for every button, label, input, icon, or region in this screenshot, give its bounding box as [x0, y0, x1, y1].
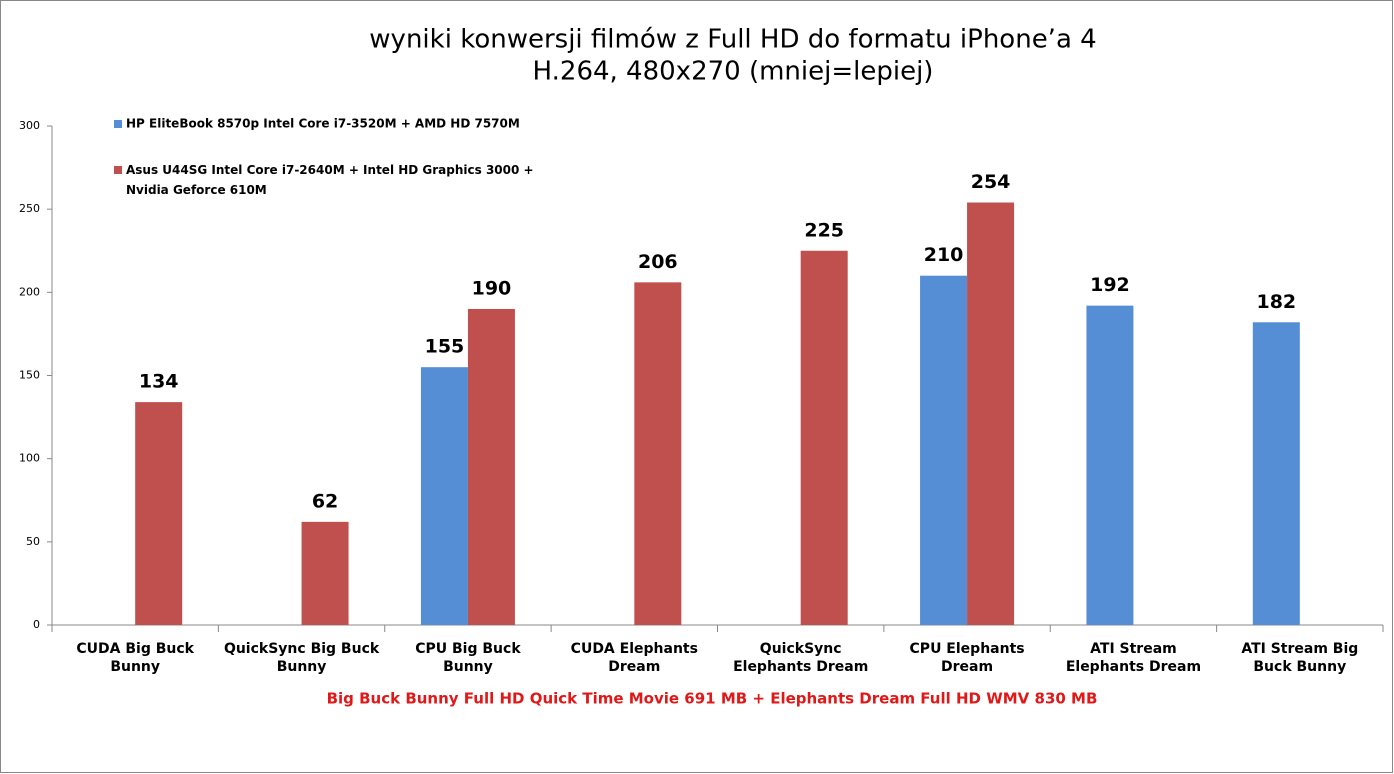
y-tick-label: 100 — [19, 452, 40, 465]
legend-label: HP EliteBook 8570p Intel Core i7-3520M +… — [126, 117, 520, 131]
bar — [420, 367, 468, 625]
legend-swatch — [114, 166, 122, 174]
x-tick-label: QuickSync Big Buck Bunny — [224, 641, 380, 675]
legend-swatch — [114, 120, 122, 128]
x-tick-label: QuickSync Elephants Dream — [733, 641, 868, 675]
x-tick-label: CPU Big Buck Bunny — [415, 641, 521, 675]
legend-label: Asus U44SG Intel Core i7-2640M + Intel H… — [126, 163, 534, 197]
chart-subtitle: H.264, 480x270 (mniej=lepiej) — [533, 57, 934, 87]
y-tick-label: 150 — [19, 369, 40, 382]
bar — [1086, 305, 1134, 625]
x-tick-label: ATI Stream Elephants Dream — [1066, 641, 1201, 675]
value-label: 254 — [971, 171, 1011, 193]
bar — [967, 202, 1015, 625]
value-label: 155 — [425, 336, 465, 358]
value-label: 225 — [804, 219, 844, 241]
value-label: 134 — [139, 371, 179, 393]
bar — [634, 282, 682, 625]
x-tick-label: CUDA Big Buck Bunny — [76, 641, 194, 675]
y-tick-label: 300 — [19, 119, 40, 132]
bar — [467, 308, 515, 625]
y-tick-label: 250 — [19, 202, 40, 215]
bar — [800, 250, 848, 625]
y-tick-label: 200 — [19, 285, 40, 298]
y-tick-label: 0 — [33, 618, 40, 631]
value-label: 192 — [1090, 274, 1130, 296]
value-label: 190 — [472, 277, 512, 299]
x-tick-label: ATI Stream Big Buck Bunny — [1241, 641, 1358, 675]
value-label: 182 — [1256, 291, 1296, 313]
bar — [301, 521, 349, 625]
x-tick-label: CUDA Elephants Dream — [571, 641, 698, 675]
value-label: 206 — [638, 251, 678, 273]
bar — [1252, 322, 1300, 625]
chart-title: wyniki konwersji filmów z Full HD do for… — [369, 25, 1096, 55]
y-tick-label: 50 — [26, 535, 40, 548]
x-axis-label: Big Buck Bunny Full HD Quick Time Movie … — [327, 690, 1098, 708]
value-label: 210 — [924, 244, 964, 266]
bar — [135, 402, 183, 625]
bar — [920, 275, 968, 625]
x-tick-label: CPU Elephants Dream — [910, 641, 1025, 675]
value-label: 62 — [312, 490, 338, 512]
